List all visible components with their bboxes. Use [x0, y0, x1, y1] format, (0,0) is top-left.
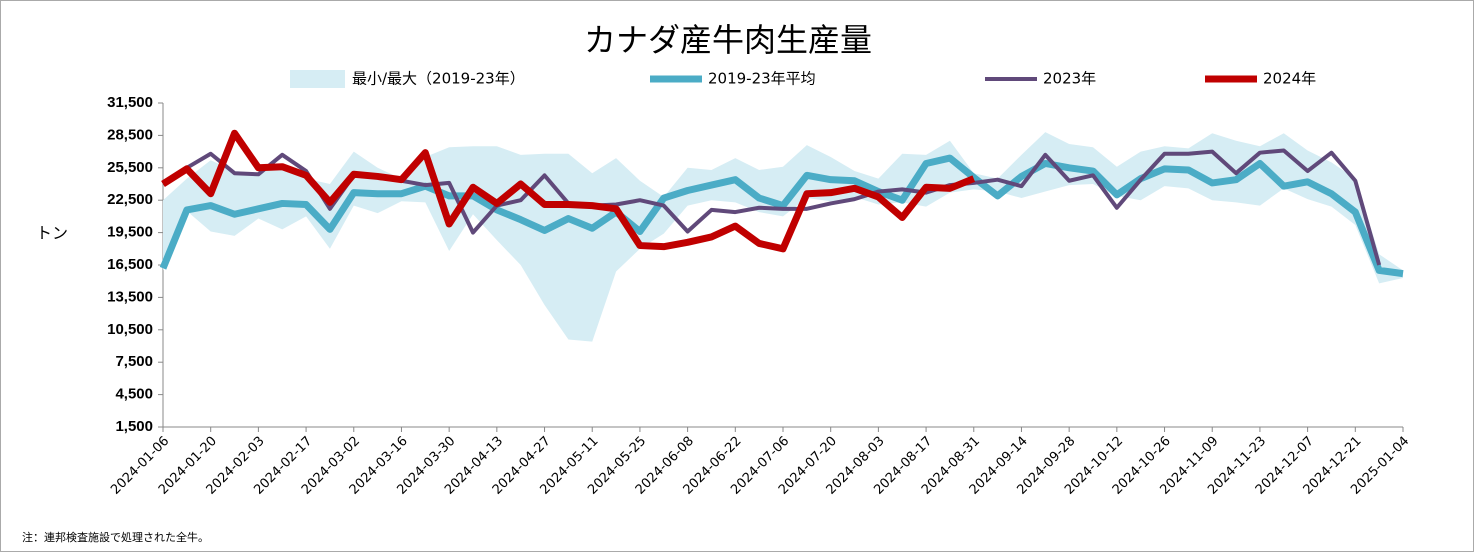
legend-label: 最小/最大（2019-23年）	[352, 70, 525, 88]
series-line	[159, 154, 1404, 278]
chart-title: カナダ産牛肉生産量	[584, 21, 872, 59]
y-tick-label: 10,500	[107, 321, 153, 338]
legend-item: 2019-23年平均	[650, 70, 816, 88]
legend-label: 2019-23年平均	[708, 70, 816, 88]
legend-label: 2023年	[1043, 70, 1096, 88]
y-tick-label: 16,500	[107, 256, 153, 273]
y-tick-label: 4,500	[115, 386, 153, 403]
y-tick-label: 7,500	[115, 353, 153, 370]
series-line	[161, 129, 976, 253]
legend-label: 2024年	[1263, 70, 1316, 88]
legend-item: 2023年	[985, 70, 1096, 88]
y-axis-label: トン	[36, 224, 68, 243]
y-tick-label: 31,500	[107, 94, 153, 111]
legend-swatch	[290, 70, 345, 88]
legend-item: 最小/最大（2019-23年）	[290, 70, 525, 88]
y-tick-label: 28,500	[107, 126, 153, 143]
y-tick-label: 19,500	[107, 224, 153, 241]
note: 注：連邦検査施設で処理された全牛。	[22, 530, 209, 544]
y-tick-label: 1,500	[115, 418, 153, 435]
y-tick-label: 25,500	[107, 159, 153, 176]
y-tick-label: 13,500	[107, 288, 153, 305]
y-tick-label: 22,500	[107, 191, 153, 208]
legend-item: 2024年	[1205, 70, 1316, 88]
